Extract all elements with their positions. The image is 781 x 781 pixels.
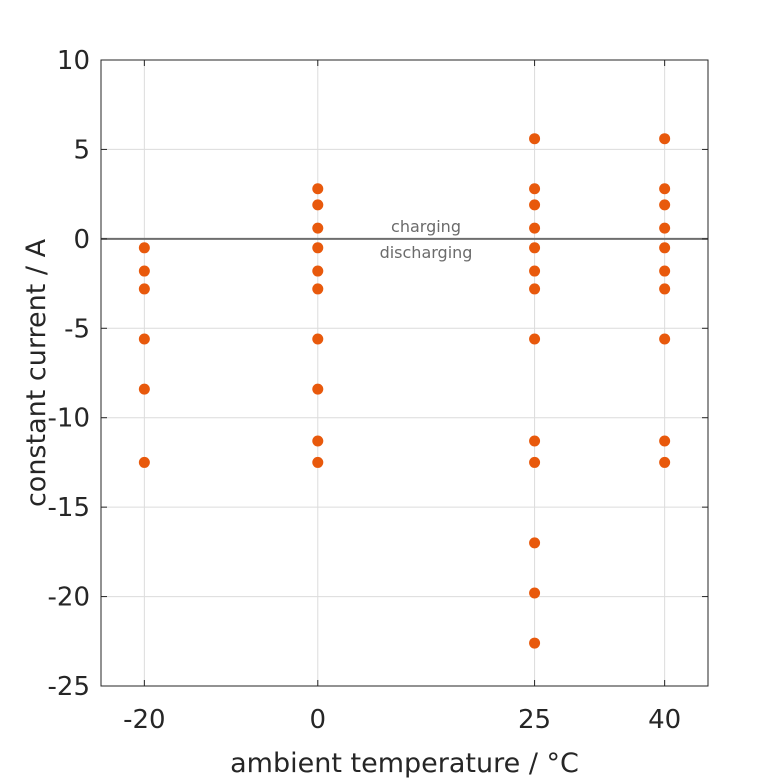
data-point xyxy=(529,222,541,234)
data-point xyxy=(312,333,324,345)
data-point xyxy=(659,199,671,211)
y-tick-label: 0 xyxy=(73,225,90,255)
data-point xyxy=(138,333,150,345)
data-point xyxy=(659,456,671,468)
data-point xyxy=(312,435,324,447)
y-tick-label: -5 xyxy=(64,314,90,344)
data-point xyxy=(138,242,150,254)
data-points xyxy=(138,133,671,649)
x-tick-label: 0 xyxy=(310,705,327,735)
data-point xyxy=(312,383,324,395)
grid-layer xyxy=(101,59,708,687)
data-point xyxy=(659,283,671,295)
x-axis-label: ambient temperature / °C xyxy=(230,748,579,779)
data-point xyxy=(529,199,541,211)
y-tick-label: -25 xyxy=(48,672,90,702)
plot-frame xyxy=(100,59,709,687)
discharging-annotation: discharging xyxy=(380,243,473,262)
data-point xyxy=(312,199,324,211)
data-point xyxy=(659,435,671,447)
data-point xyxy=(529,637,541,649)
data-point xyxy=(529,265,541,277)
data-point xyxy=(659,265,671,277)
data-point xyxy=(138,456,150,468)
axis-ticks: -20 0 25 40 10 5 0 -5 -10 -15 -20 -25 xyxy=(48,46,708,735)
y-tick-label: 10 xyxy=(57,46,90,76)
x-tick-label: 25 xyxy=(518,705,551,735)
data-point xyxy=(529,537,541,549)
y-tick-label: -20 xyxy=(48,583,90,613)
data-point xyxy=(529,283,541,295)
data-point xyxy=(529,456,541,468)
data-point xyxy=(138,383,150,395)
data-point xyxy=(659,242,671,254)
data-point xyxy=(312,265,324,277)
data-point xyxy=(529,435,541,447)
data-point xyxy=(659,222,671,234)
data-point xyxy=(659,183,671,195)
y-tick-label: -15 xyxy=(48,493,90,523)
data-point xyxy=(312,456,324,468)
data-point xyxy=(138,283,150,295)
data-point xyxy=(529,133,541,145)
x-tick-label: 40 xyxy=(648,705,681,735)
data-point xyxy=(312,283,324,295)
data-point xyxy=(529,242,541,254)
data-point xyxy=(529,333,541,345)
data-point xyxy=(529,183,541,195)
data-point xyxy=(659,333,671,345)
y-tick-label: -10 xyxy=(48,404,90,434)
data-point xyxy=(138,265,150,277)
data-point xyxy=(659,133,671,145)
y-tick-label: 5 xyxy=(73,135,90,165)
charging-annotation: charging xyxy=(391,217,461,236)
x-tick-label: -20 xyxy=(123,705,165,735)
data-point xyxy=(312,222,324,234)
y-axis-label: constant current / A xyxy=(21,238,52,507)
data-point xyxy=(312,183,324,195)
data-point xyxy=(312,242,324,254)
data-point xyxy=(529,587,541,599)
